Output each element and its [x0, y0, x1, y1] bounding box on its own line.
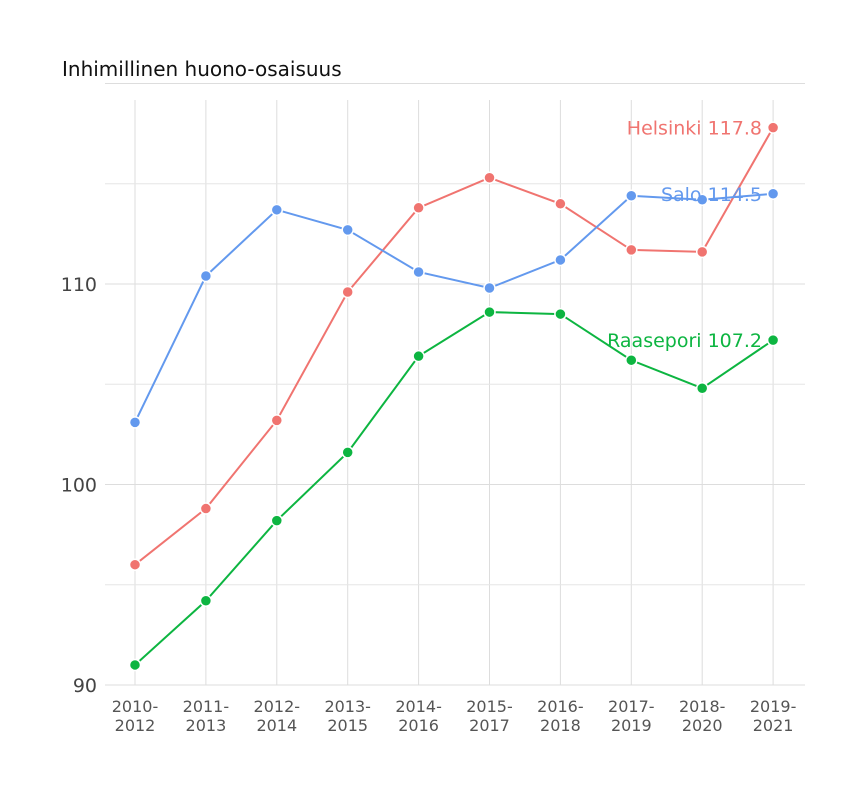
series-line-helsinki: [134, 127, 774, 566]
data-point-helsinki: [625, 243, 638, 257]
series-lines: [134, 127, 774, 666]
data-point-raasepori: [483, 305, 496, 319]
series-line-salo: [134, 192, 774, 423]
data-point-helsinki: [483, 171, 496, 184]
data-point-salo: [625, 189, 638, 203]
data-point-salo: [766, 187, 780, 201]
data-point-raasepori: [128, 658, 142, 672]
x-tick-label: 2012-2014: [254, 697, 301, 735]
series-points: [128, 121, 780, 672]
end-label-salo: Salo 114.5: [661, 184, 762, 206]
data-point-helsinki: [270, 414, 284, 427]
data-point-raasepori: [270, 514, 284, 527]
data-point-helsinki: [766, 121, 780, 134]
data-point-helsinki: [412, 201, 425, 215]
x-tick-label: 2013-2015: [324, 697, 371, 735]
data-point-raasepori: [625, 353, 638, 367]
x-tick-label: 2011-2013: [183, 697, 230, 735]
y-axis-ticks: 90 100 110: [61, 274, 97, 697]
y-tick-label: 90: [73, 675, 97, 697]
data-point-raasepori: [341, 446, 354, 459]
data-point-salo: [341, 223, 354, 237]
data-point-salo: [554, 253, 567, 267]
y-tick-label: 100: [61, 475, 97, 497]
data-point-helsinki: [199, 502, 213, 515]
data-point-raasepori: [412, 349, 425, 363]
end-label-helsinki: Helsinki 117.8: [627, 118, 762, 140]
data-point-salo: [412, 265, 425, 279]
data-point-salo: [128, 416, 142, 429]
data-point-salo: [270, 203, 284, 217]
x-tick-label: 2010-2012: [112, 697, 159, 735]
data-point-raasepori: [554, 307, 567, 321]
series-end-labels: Helsinki 117.8 Salo 114.5 Raasepori 107.2: [607, 118, 762, 353]
data-point-salo: [483, 281, 496, 295]
data-point-helsinki: [341, 285, 354, 299]
chart-title: Inhimillinen huono-osaisuus: [62, 57, 342, 81]
x-tick-label: 2015-2017: [466, 697, 513, 735]
x-tick-label: 2018-2020: [679, 697, 726, 735]
end-label-raasepori: Raasepori 107.2: [607, 330, 762, 352]
data-point-helsinki: [554, 197, 567, 211]
data-point-raasepori: [199, 594, 213, 608]
x-tick-label: 2017-2019: [608, 697, 655, 735]
x-axis-ticks: 2010-2012 2011-2013 2012-2014 2013-2015 2014…: [112, 697, 797, 735]
data-point-raasepori: [695, 382, 709, 395]
data-point-helsinki: [128, 558, 142, 571]
y-tick-label: 110: [61, 274, 97, 296]
data-point-helsinki: [695, 245, 709, 259]
x-tick-label: 2016-2018: [537, 697, 584, 735]
series-line-raasepori: [134, 311, 774, 666]
x-tick-label: 2019-2021: [750, 697, 797, 735]
x-tick-label: 2014-2016: [395, 697, 442, 735]
data-point-salo: [695, 193, 709, 207]
data-point-raasepori: [766, 333, 780, 347]
data-point-salo: [199, 269, 213, 283]
